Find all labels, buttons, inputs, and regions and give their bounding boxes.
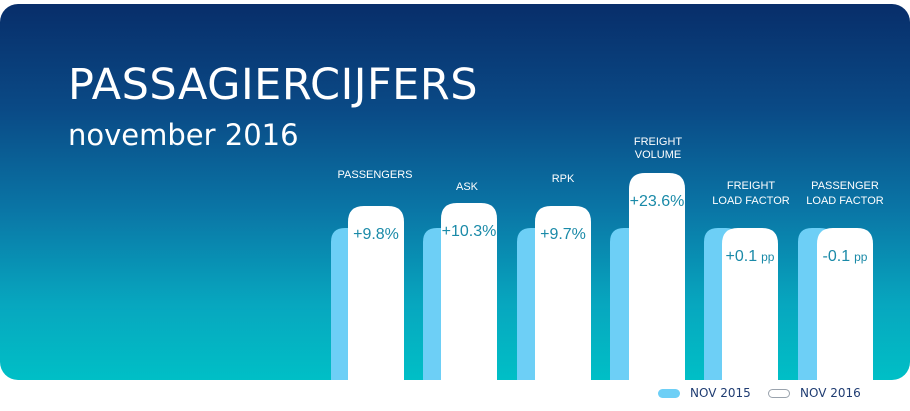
category-label-passengers-0: PASSENGERS xyxy=(338,169,413,181)
page-title: PASSAGIERCIJFERS xyxy=(68,60,479,110)
bar-2016-freight-volume xyxy=(629,173,685,380)
data-label-ask: +10.3% xyxy=(442,223,497,240)
bar-2016-passenger-load-factor xyxy=(817,228,873,380)
data-label-freight-volume: +23.6% xyxy=(630,193,685,210)
legend-swatch-2016 xyxy=(768,388,790,398)
legend-swatch-2015 xyxy=(658,388,680,398)
category-label-passenger-load-factor-1: LOAD FACTOR xyxy=(806,195,883,207)
category-label-freight-load-factor-1: LOAD FACTOR xyxy=(712,195,789,207)
bar-2016-passengers xyxy=(348,206,404,380)
data-label-rpk: +9.7% xyxy=(540,226,586,243)
category-label-freight-volume-1: VOLUME xyxy=(635,149,681,161)
legend-label-2016: NOV 2016 xyxy=(800,386,861,400)
legend-label-2015: NOV 2015 xyxy=(690,386,751,400)
bar-chart: PASSENGERS+9.8%ASK+10.3%RPK+9.7%FREIGHTV… xyxy=(331,136,883,380)
legend-item-2015: NOV 2015 xyxy=(658,386,751,400)
category-label-freight-load-factor-0: FREIGHT xyxy=(727,180,776,192)
category-label-ask-0: ASK xyxy=(456,181,479,193)
data-label-passenger-load-factor: -0.1 pp xyxy=(823,248,868,265)
category-label-passenger-load-factor-0: PASSENGER xyxy=(811,180,879,192)
bar-2016-freight-load-factor xyxy=(722,228,778,380)
category-label-freight-volume-0: FREIGHT xyxy=(634,136,683,148)
data-label-passengers: +9.8% xyxy=(353,226,399,243)
bar-2016-ask xyxy=(441,203,497,380)
category-label-rpk-0: RPK xyxy=(552,173,575,185)
bar-2016-rpk xyxy=(535,206,591,380)
page-subtitle: november 2016 xyxy=(68,118,299,152)
legend: NOV 2015 NOV 2016 xyxy=(0,384,910,408)
legend-item-2016: NOV 2016 xyxy=(768,386,861,400)
data-label-freight-load-factor: +0.1 pp xyxy=(726,248,775,265)
